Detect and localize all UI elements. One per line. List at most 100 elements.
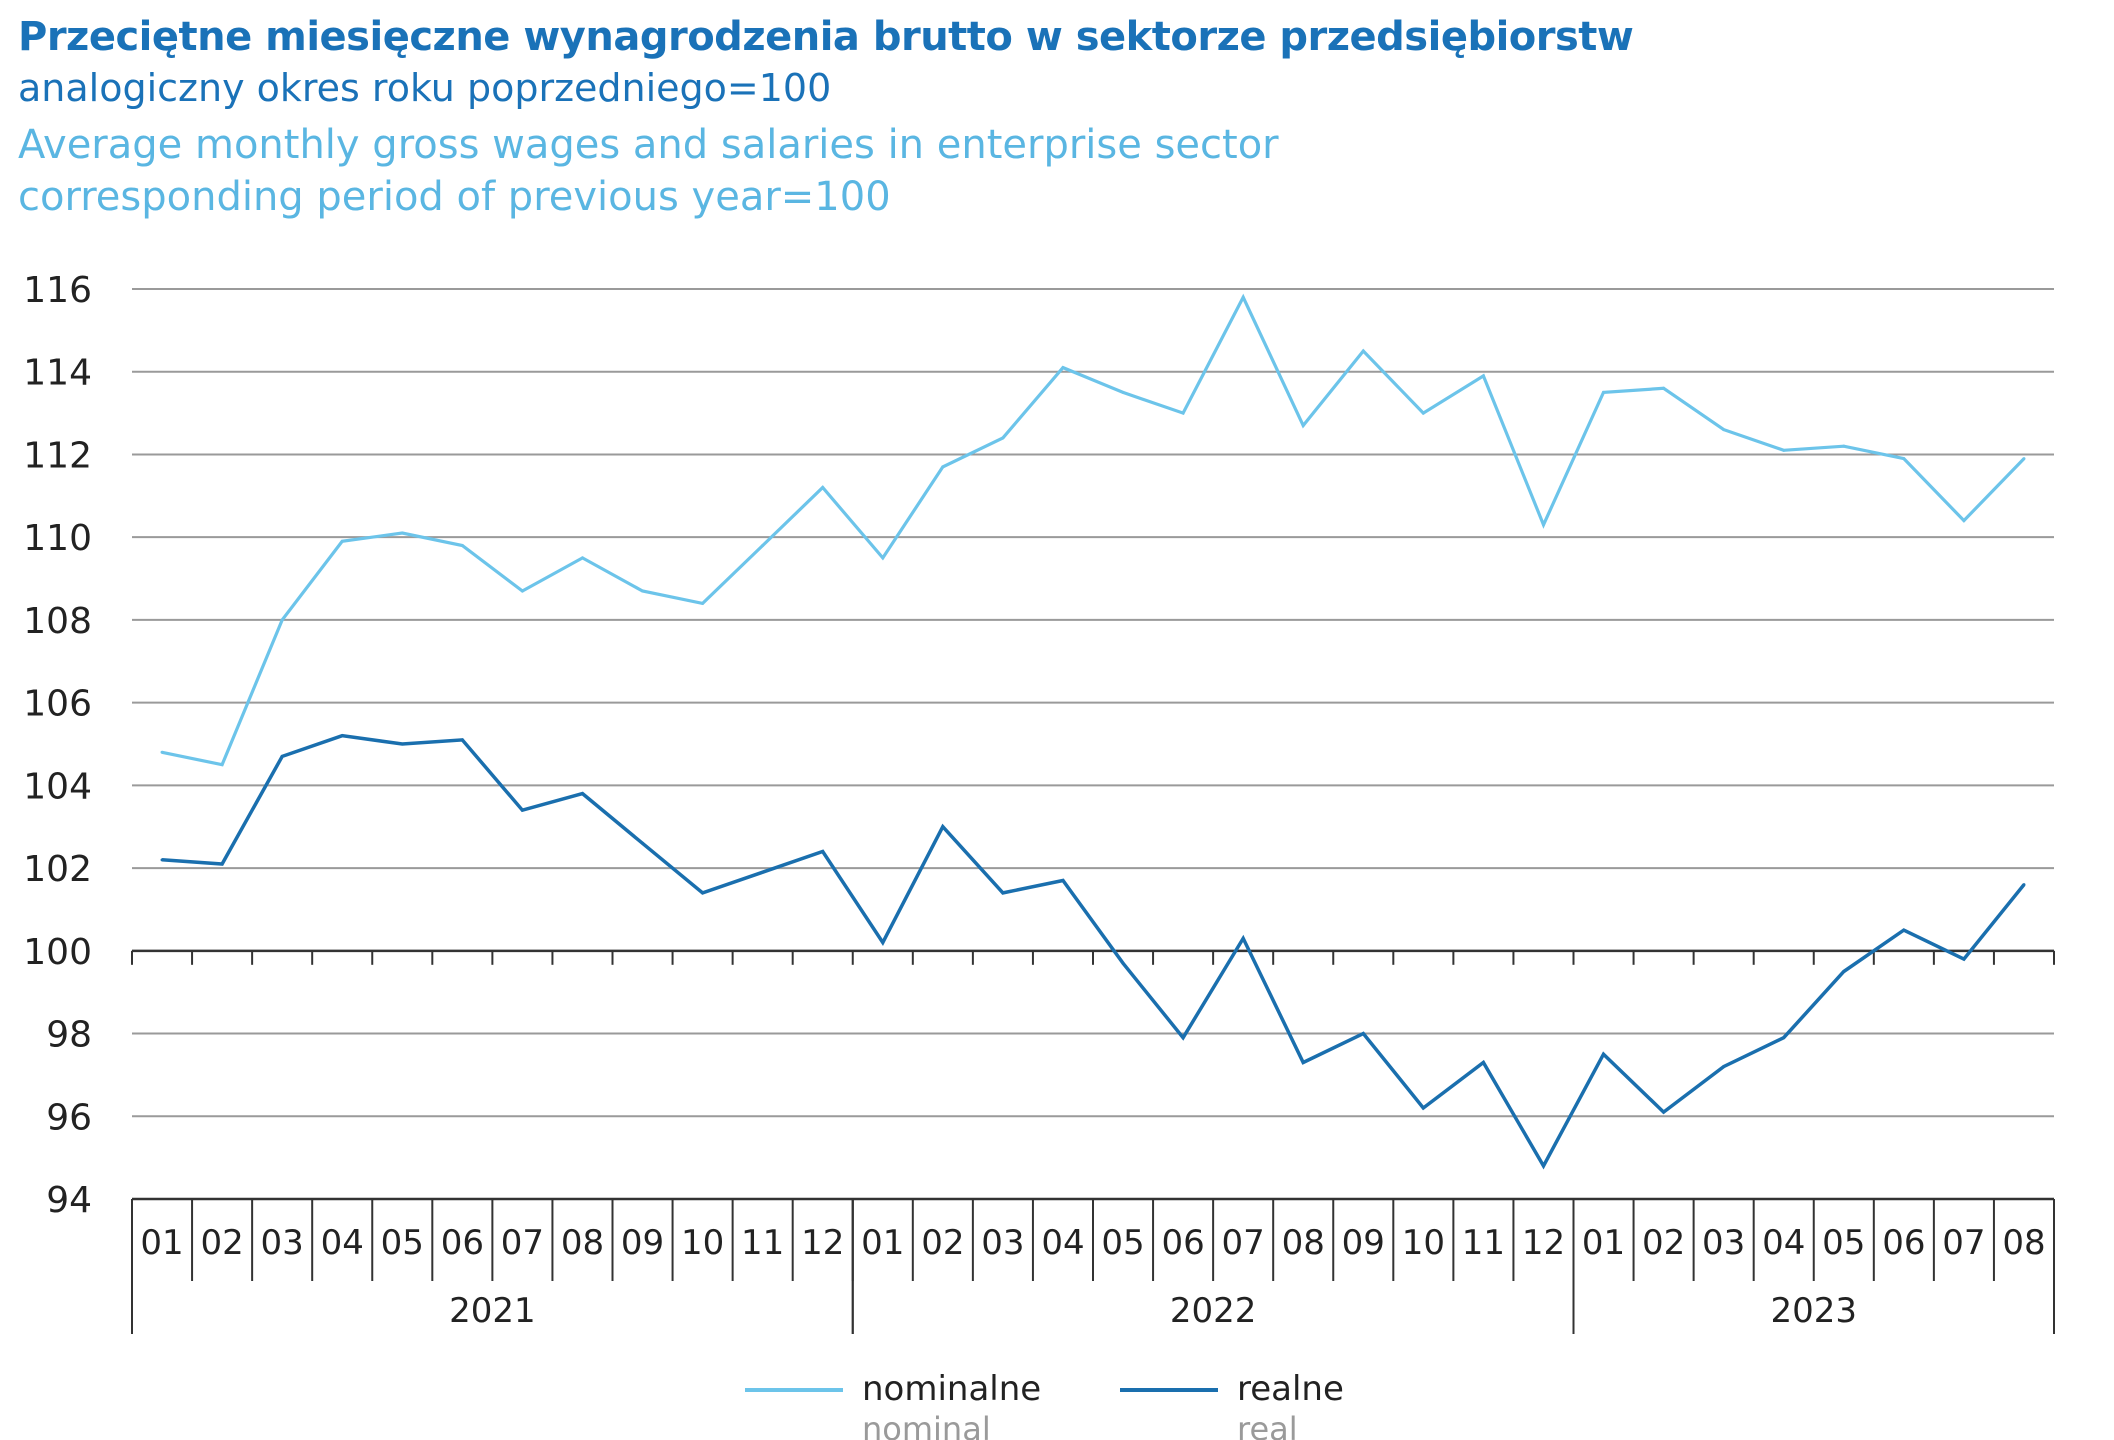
year-label: 2021	[449, 1291, 536, 1331]
x-tick-label: 02	[200, 1223, 243, 1263]
data-point-real	[1902, 928, 1906, 932]
data-point-real	[1241, 936, 1245, 940]
y-tick-label: 116	[23, 270, 92, 311]
data-point-real	[340, 734, 344, 738]
x-tick-label: 04	[1762, 1223, 1805, 1263]
data-point-nominal	[1481, 374, 1485, 378]
data-point-real	[280, 754, 284, 758]
x-tick-label: 11	[1462, 1223, 1505, 1263]
data-point-real	[641, 841, 645, 845]
x-tick-label: 06	[441, 1223, 484, 1263]
data-point-real	[1842, 970, 1846, 973]
data-point-real	[1121, 961, 1125, 965]
data-point-real	[1481, 1061, 1485, 1064]
data-point-real	[761, 870, 765, 874]
data-point-real	[941, 825, 945, 829]
chart-subtitle-en: corresponding period of previous year=10…	[18, 174, 891, 220]
data-point-real	[1782, 1036, 1786, 1040]
x-tick-label: 02	[1642, 1223, 1685, 1263]
data-point-real	[1662, 1110, 1666, 1114]
data-point-real	[160, 858, 164, 862]
y-tick-label: 106	[23, 684, 92, 725]
legend-label-real: realne	[1237, 1369, 1344, 1409]
data-point-nominal	[1421, 411, 1425, 415]
x-tick-label: 09	[1342, 1223, 1385, 1263]
y-tick-label: 114	[23, 353, 92, 394]
data-point-real	[220, 862, 224, 866]
legend-label-en-nominal: nominal	[862, 1410, 991, 1440]
data-point-nominal	[1722, 428, 1726, 432]
x-tick-label: 07	[1942, 1223, 1985, 1263]
data-point-nominal	[701, 601, 705, 605]
data-point-real	[400, 742, 404, 746]
x-tick-label: 02	[921, 1223, 964, 1263]
data-point-nominal	[580, 556, 584, 560]
data-point-nominal	[1842, 444, 1846, 448]
x-tick-label: 03	[1702, 1223, 1745, 1263]
data-point-nominal	[941, 465, 945, 469]
x-tick-label: 07	[1222, 1223, 1265, 1263]
x-tick-label: 07	[501, 1223, 544, 1263]
x-tick-label: 03	[981, 1223, 1024, 1263]
x-tick-label: 06	[1882, 1223, 1925, 1263]
x-tick-label: 08	[561, 1223, 604, 1263]
year-label: 2022	[1170, 1291, 1257, 1331]
x-tick-label: 01	[140, 1223, 183, 1263]
data-point-real	[2022, 883, 2026, 887]
x-tick-label: 05	[1822, 1223, 1865, 1263]
data-point-nominal	[280, 618, 284, 622]
data-point-real	[701, 891, 705, 895]
data-point-nominal	[1181, 411, 1185, 415]
data-point-nominal	[1121, 390, 1125, 394]
data-point-real	[1421, 1106, 1425, 1110]
x-tick-label: 04	[321, 1223, 364, 1263]
data-point-nominal	[1541, 523, 1545, 527]
data-point-nominal	[220, 763, 224, 767]
data-point-real	[821, 850, 825, 854]
x-tick-label: 06	[1161, 1223, 1204, 1263]
data-point-nominal	[520, 589, 524, 593]
x-tick-label: 08	[2002, 1223, 2045, 1263]
data-point-real	[1001, 891, 1005, 895]
data-point-real	[1181, 1036, 1185, 1040]
y-tick-label: 94	[46, 1180, 92, 1221]
chart-title-pl: Przeciętne miesięczne wynagrodzenia brut…	[18, 14, 1634, 60]
y-tick-label: 98	[46, 1015, 92, 1056]
data-point-nominal	[1662, 386, 1666, 390]
x-tick-label: 09	[621, 1223, 664, 1263]
data-point-real	[1061, 879, 1065, 882]
data-point-nominal	[1902, 457, 1906, 461]
y-tick-label: 102	[23, 849, 92, 890]
data-point-real	[1962, 957, 1966, 961]
data-point-real	[1541, 1164, 1545, 1168]
data-point-real	[1602, 1052, 1606, 1056]
series-line-nominal	[161, 293, 2026, 767]
year-label: 2023	[1770, 1291, 1857, 1331]
data-point-nominal	[641, 589, 645, 593]
data-point-real	[881, 941, 885, 945]
data-point-real	[580, 792, 584, 796]
data-point-nominal	[1602, 390, 1606, 394]
data-point-real	[1301, 1061, 1305, 1064]
y-tick-label: 104	[23, 766, 92, 807]
data-point-nominal	[1361, 349, 1365, 353]
data-point-nominal	[400, 531, 404, 535]
data-point-real	[1722, 1065, 1726, 1069]
data-point-nominal	[1241, 295, 1245, 299]
y-tick-label: 108	[23, 601, 92, 642]
data-point-nominal	[1301, 424, 1305, 427]
chart-subtitle-pl: analogiczny okres roku poprzedniego=100	[18, 66, 832, 110]
y-tick-label: 112	[23, 435, 92, 476]
data-point-nominal	[1962, 519, 1966, 523]
legend-label-nominal: nominalne	[862, 1369, 1041, 1409]
y-tick-label: 110	[23, 518, 92, 559]
x-tick-label: 10	[1402, 1223, 1445, 1263]
data-point-nominal	[881, 556, 885, 560]
data-point-nominal	[2022, 457, 2026, 461]
chart-title-en: Average monthly gross wages and salaries…	[18, 122, 1279, 168]
data-point-nominal	[160, 750, 164, 754]
x-tick-label: 12	[1522, 1223, 1565, 1263]
data-point-real	[460, 738, 464, 742]
y-tick-label: 100	[23, 932, 92, 973]
